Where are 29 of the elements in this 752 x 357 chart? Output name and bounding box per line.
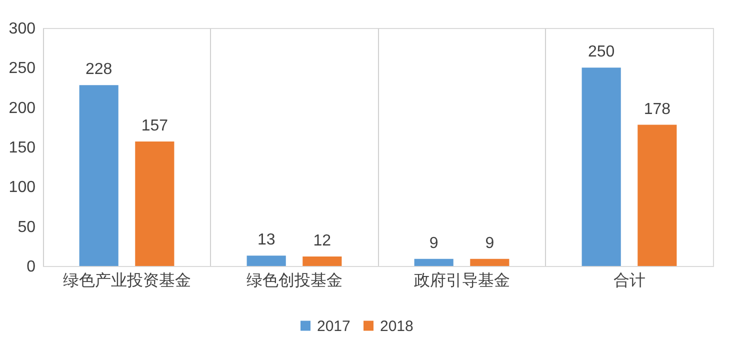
bar xyxy=(582,68,621,266)
data-label: 9 xyxy=(485,234,494,252)
data-label: 178 xyxy=(644,100,671,118)
data-label: 13 xyxy=(257,232,276,249)
data-label: 250 xyxy=(588,44,615,61)
y-tick-label: 0 xyxy=(26,258,36,276)
bar xyxy=(135,141,174,266)
x-tick-label: 合计 xyxy=(613,272,646,290)
bar xyxy=(414,258,454,266)
data-label: 228 xyxy=(85,61,112,78)
data-label: 12 xyxy=(313,232,332,250)
y-tick-label: 150 xyxy=(8,140,36,156)
data-label: 9 xyxy=(429,234,438,252)
bar xyxy=(302,256,342,266)
y-tick-label: 50 xyxy=(18,218,36,236)
y-tick-label: 100 xyxy=(8,179,36,196)
y-tick-label: 200 xyxy=(8,100,36,117)
bar xyxy=(638,124,677,266)
legend-label: 2018 xyxy=(380,318,414,335)
x-tick-label: 政府引导基金 xyxy=(414,272,510,290)
legend-label: 2017 xyxy=(317,318,350,335)
x-tick-label: 绿色创投基金 xyxy=(246,272,342,290)
bar xyxy=(470,258,510,266)
bar xyxy=(79,85,118,266)
y-tick-label: 300 xyxy=(8,20,36,38)
bar xyxy=(246,256,286,266)
data-label: 157 xyxy=(141,117,168,134)
y-tick-label: 250 xyxy=(8,60,36,78)
x-tick-label: 绿色产业投资基金 xyxy=(62,272,191,290)
